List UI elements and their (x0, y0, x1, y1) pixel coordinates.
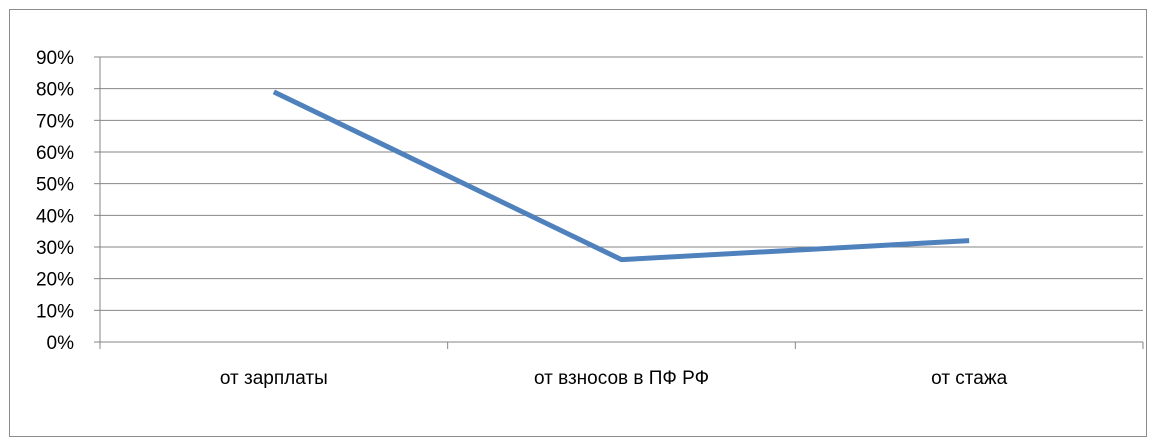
gridlines (100, 56, 1143, 311)
y-tick-label: 0% (47, 333, 75, 354)
y-tick-label: 80% (36, 80, 74, 101)
y-tick-label: 10% (36, 301, 74, 322)
series-line (272, 89, 970, 263)
chart-frame (9, 9, 1147, 437)
y-tick-label: 60% (36, 143, 74, 164)
x-category-labels: от зарплаты от взносов в ПФ РФ от стажа (220, 368, 1008, 389)
y-tick-labels: 0% 10% 20% 30% 40% 50% 60% 70% 80% 90% (36, 48, 74, 354)
y-tick-label: 40% (36, 206, 74, 227)
x-category-label: от зарплаты (220, 368, 328, 389)
y-tick-label: 50% (36, 175, 74, 196)
y-tick-label: 70% (36, 111, 74, 132)
x-category-label: от стажа (931, 368, 1007, 389)
x-category-label: от взносов в ПФ РФ (534, 368, 709, 389)
y-tick-label: 90% (36, 48, 74, 69)
series (272, 89, 970, 263)
axes (94, 56, 1144, 349)
y-tick-label: 30% (36, 238, 74, 259)
y-tick-label: 20% (36, 270, 74, 291)
